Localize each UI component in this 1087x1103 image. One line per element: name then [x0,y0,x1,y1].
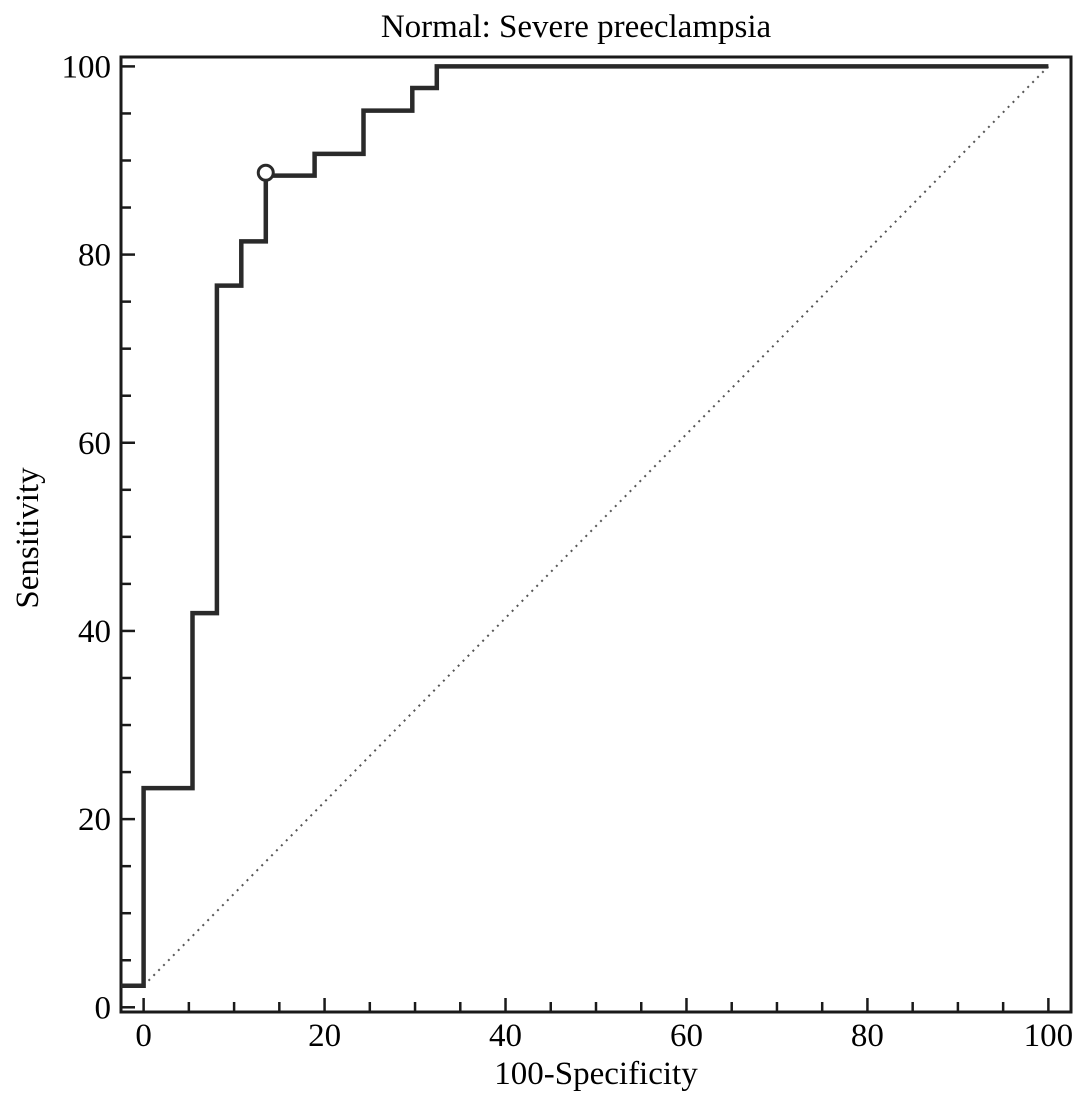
plot-area: 0 20 40 60 80 100 0 20 40 60 80 100 [62,49,1074,1054]
x-axis-label: 100-Specificity [494,1056,698,1092]
y-tick-label: 80 [78,238,111,274]
reference-diagonal-line [142,65,1050,987]
y-tick-label: 0 [95,990,112,1026]
y-axis-label: Sensitivity [10,467,46,609]
plot-frame [119,55,1073,1014]
y-tick-label: 100 [62,49,112,85]
criterion-point-marker [256,163,275,182]
y-tick-label: 60 [78,426,111,462]
chart-title: Normal: Severe preeclampsia [381,9,772,45]
y-tick-label: 40 [78,614,111,650]
x-tick-label: 20 [308,1018,341,1054]
x-tick-label: 60 [670,1018,703,1054]
x-tick-label: 40 [489,1018,522,1054]
x-tick-label: 80 [851,1018,884,1054]
y-tick-label: 20 [78,802,111,838]
roc-curve-line [121,64,1049,988]
x-tick-label: 0 [135,1018,152,1054]
x-tick-label: 100 [1024,1018,1074,1054]
